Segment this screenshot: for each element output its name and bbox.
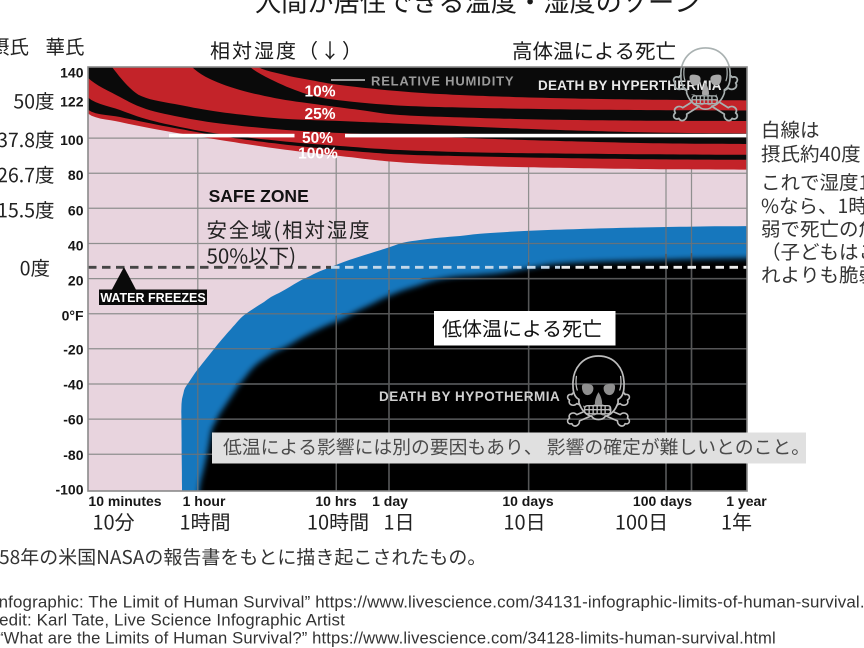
svg-text:100%: 100% <box>298 145 338 162</box>
svg-text:100 days: 100 days <box>633 493 692 509</box>
svg-text:-80: -80 <box>63 447 83 463</box>
svg-text:80: 80 <box>68 167 84 183</box>
svg-text:140: 140 <box>60 65 84 81</box>
svg-text:10%: 10% <box>304 84 335 101</box>
svg-text:10 days: 10 days <box>502 493 554 509</box>
svg-text:Credit: Karl Tate, Live Scienc: Credit: Karl Tate, Live Science Infograp… <box>0 611 345 630</box>
svg-text:60: 60 <box>68 202 84 218</box>
svg-text:50%: 50% <box>302 130 333 147</box>
svg-text:DEATH BY HYPERTHERMIA: DEATH BY HYPERTHERMIA <box>538 78 722 93</box>
svg-text:-40: -40 <box>63 377 83 393</box>
svg-text:25%: 25% <box>304 106 335 123</box>
svg-text:SAFE ZONE: SAFE ZONE <box>209 186 309 206</box>
svg-text:122: 122 <box>60 93 84 109</box>
svg-text:-60: -60 <box>63 412 83 428</box>
svg-text:0°F: 0°F <box>62 308 84 324</box>
svg-text:“Infographic: The Limit of Hum: “Infographic: The Limit of Human Surviva… <box>0 593 864 612</box>
svg-text:20: 20 <box>68 273 84 289</box>
svg-text:10 minutes: 10 minutes <box>88 493 161 509</box>
svg-text:100: 100 <box>60 132 84 148</box>
svg-text:1 hour: 1 hour <box>183 493 226 509</box>
svg-text:1 year: 1 year <box>726 493 767 509</box>
svg-text:10 hrs: 10 hrs <box>315 493 356 509</box>
svg-text:RELATIVE HUMIDITY: RELATIVE HUMIDITY <box>371 74 514 89</box>
svg-text:-20: -20 <box>63 341 83 357</box>
svg-text:-100: -100 <box>55 481 83 497</box>
svg-text:DEATH BY HYPOTHERMIA: DEATH BY HYPOTHERMIA <box>379 389 560 404</box>
svg-text:“What are the Limits of Human: “What are the Limits of Human Survival?”… <box>0 629 776 648</box>
svg-text:WATER FREEZES: WATER FREEZES <box>100 291 205 305</box>
svg-text:40: 40 <box>68 238 84 254</box>
svg-text:1 day: 1 day <box>372 493 408 509</box>
